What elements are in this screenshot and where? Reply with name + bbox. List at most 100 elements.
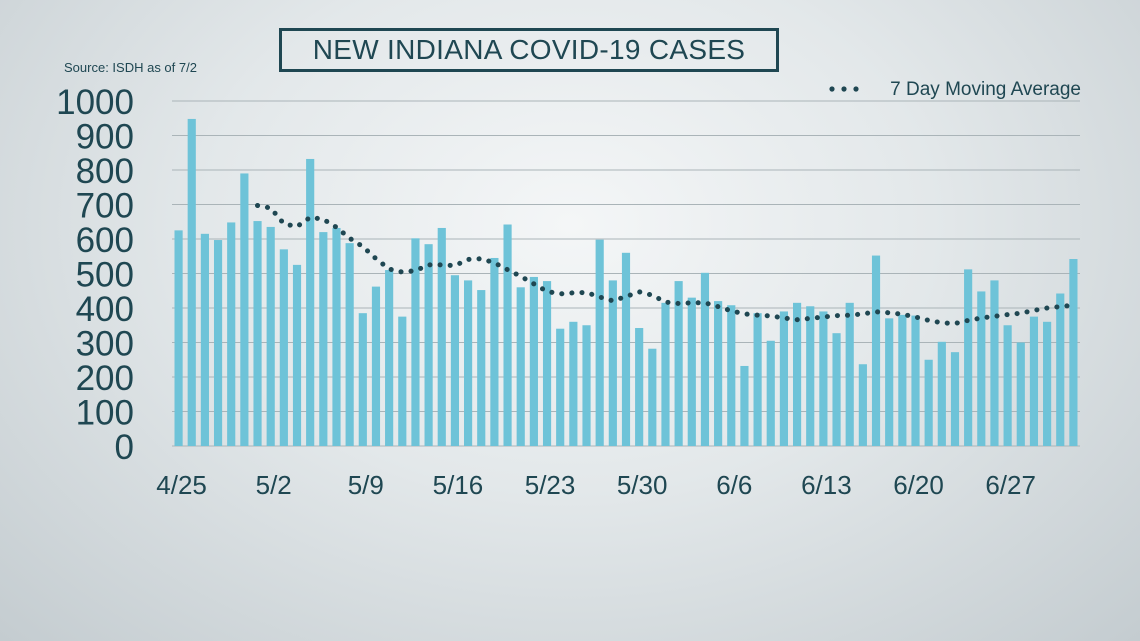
x-tick-label: 6/13 [801,470,852,500]
y-tick-label: 300 [76,325,134,364]
bar [898,314,907,446]
bar [398,316,407,446]
bar [227,222,236,446]
x-tick-label: 5/2 [256,470,292,500]
bar [542,281,552,446]
bar [648,348,657,446]
bar [885,318,894,446]
bar [1003,325,1012,446]
x-tick-label: 5/30 [617,470,668,500]
x-tick-label: 6/6 [716,470,752,500]
y-tick-label: 900 [76,118,134,157]
bar [1043,321,1052,446]
bar [806,306,815,446]
bar [871,255,881,446]
bar [213,240,223,446]
x-axis-ticks: 4/25 5/2 5/9 5/16 5/23 5/30 6/6 6/13 6/20 6/27 [156,470,1036,500]
chart-title: NEW INDIANA COVID-19 CASES [279,28,779,72]
y-tick-label: 800 [76,152,134,191]
bar [319,232,328,446]
bar [687,297,696,446]
bar [911,315,920,446]
bar [437,227,446,446]
bar [424,244,433,446]
y-tick-label: 100 [76,394,134,433]
bar [595,239,604,446]
bar [292,264,302,446]
y-tick-label: 600 [76,221,134,260]
bar [569,321,578,446]
bar [924,359,933,446]
bar [858,364,867,446]
x-tick-label: 6/20 [893,470,944,500]
bar [385,270,394,446]
bar [253,221,262,446]
bar [950,352,960,446]
bar [621,252,631,446]
bar [266,226,275,446]
bar [464,280,473,446]
y-tick-label: 500 [76,256,134,295]
bar [490,257,499,446]
bar [345,243,354,446]
bar [845,302,854,446]
bar [964,269,973,446]
y-tick-label: 0 [115,428,134,467]
bar [200,233,209,446]
bar [977,291,986,446]
x-tick-label: 6/27 [985,470,1036,500]
x-tick-label: 5/16 [433,470,484,500]
bar [516,287,525,446]
y-tick-label: 200 [76,359,134,398]
legend-dot [829,86,835,92]
bar [240,173,249,446]
y-tick-label: 400 [76,290,134,329]
bar [700,272,710,446]
bar [503,224,512,446]
legend: 7 Day Moving Average [829,79,1081,100]
bar [635,328,644,446]
legend-dot [841,86,847,92]
y-tick-label: 700 [76,187,134,226]
bar [450,275,460,446]
bar [477,290,486,446]
bar [832,333,841,446]
moving-average-path [255,203,1076,327]
bar [792,302,802,446]
bar [727,305,736,446]
bars [174,118,1078,446]
x-tick-label: 5/9 [348,470,384,500]
moving-average-line [255,203,1076,327]
legend-dot [853,86,859,92]
bar [766,340,775,446]
bar [556,328,565,446]
bar [529,276,538,446]
bar [582,325,591,446]
x-tick-label: 4/25 [156,470,207,500]
bar [279,249,288,446]
bar [608,280,617,446]
bar [1016,342,1025,446]
bar [819,311,828,446]
bar [779,311,788,446]
bar [714,301,723,446]
legend-label: 7 Day Moving Average [890,79,1081,100]
bar [332,227,341,446]
bar [411,238,420,446]
bar [371,286,381,446]
bar [187,118,196,446]
bar [661,302,670,446]
bar [358,313,367,446]
y-tick-label: 1000 [56,83,134,122]
bar [990,280,999,446]
bar [1029,316,1039,446]
bar [740,365,749,446]
bar [937,341,946,446]
bar [174,230,183,446]
x-tick-label: 5/23 [525,470,576,500]
bar [1069,259,1078,446]
bar [306,158,315,446]
bar [674,281,683,446]
